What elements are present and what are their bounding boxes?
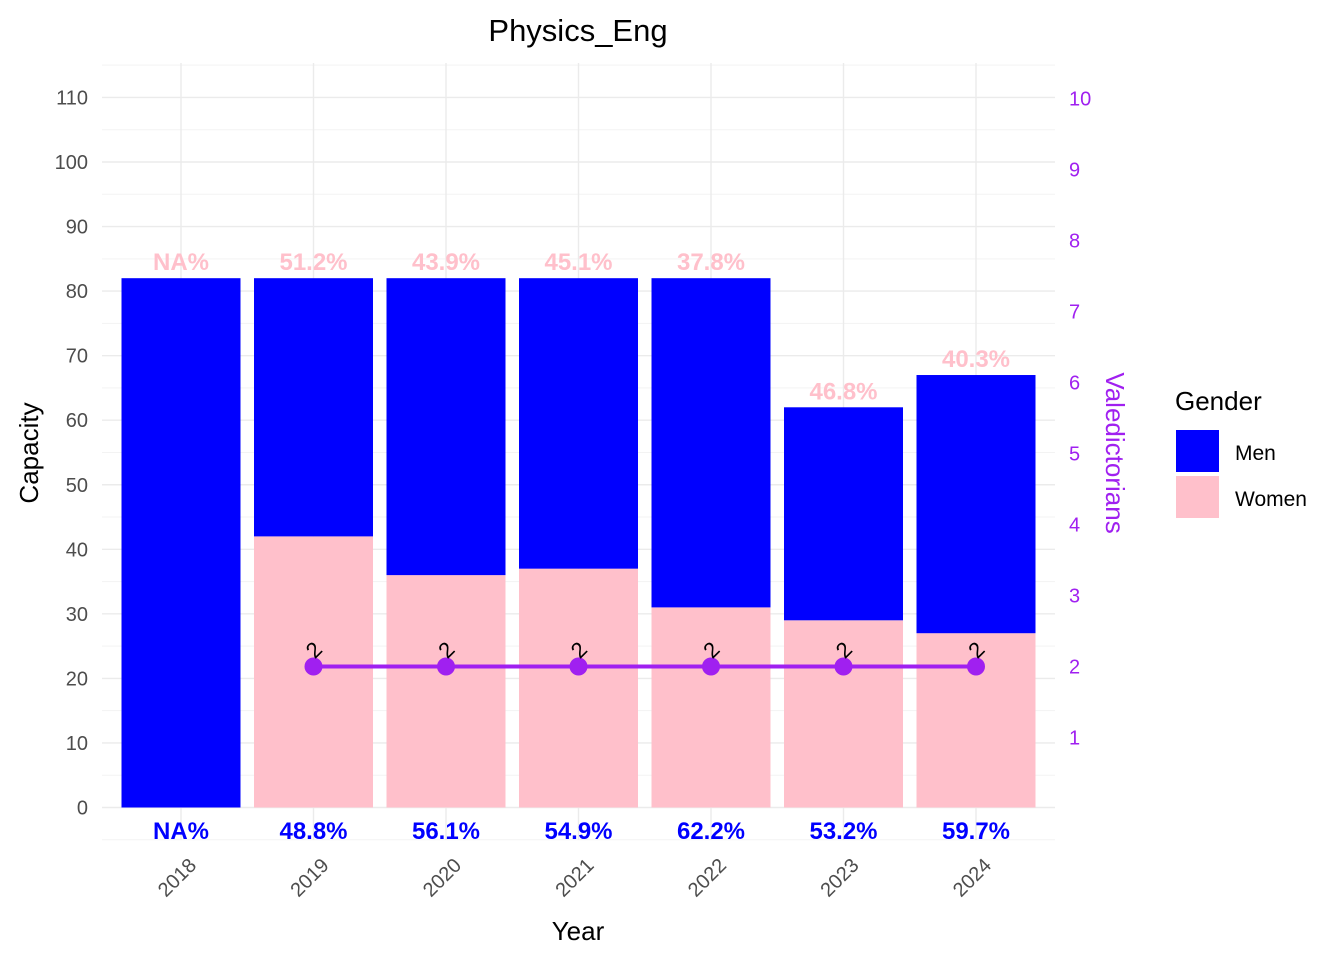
bar-men-2020 (386, 278, 506, 576)
valedictorians-point-2023 (834, 657, 853, 676)
x-tick-label-2019: 2019 (286, 854, 333, 901)
bar-men-2022 (651, 278, 771, 608)
y2-tick-label: 10 (1069, 89, 1091, 111)
bar-men-2019 (254, 278, 373, 537)
bottom-percent-label-2020: 56.1% (412, 818, 480, 845)
y-tick-label: 40 (66, 539, 88, 561)
y-tick-label: 30 (66, 604, 88, 626)
legend: Gender Men Women (1175, 386, 1307, 518)
bottom-percent-label-2023: 53.2% (809, 818, 877, 845)
y-tick-label: 100 (55, 152, 88, 174)
top-percent-label-2024: 40.3% (942, 346, 1010, 373)
bar-women-2021 (519, 568, 638, 808)
bottom-percent-label-2024: 59.7% (942, 818, 1010, 845)
y2-tick-label: 3 (1069, 586, 1080, 608)
top-percent-label-2020: 43.9% (412, 249, 480, 276)
y-tick-label: 10 (66, 733, 88, 755)
legend-swatch-men (1176, 430, 1219, 472)
legend-title: Gender (1175, 386, 1262, 416)
valedictorians-point-2022 (702, 657, 720, 676)
y2-tick-label: 8 (1069, 231, 1080, 253)
y2-tick-label: 6 (1069, 373, 1080, 395)
bar-men-2024 (916, 375, 1036, 634)
bars (121, 278, 1036, 808)
valedictorians-point-2020 (437, 657, 455, 676)
bar-labels: NA% NA% 51.2% 48.8% 43.9% 56.1% 45.1% 54.9% 37.8… (153, 249, 1010, 845)
y2-tick-label: 5 (1069, 444, 1080, 466)
x-tick-label-2021: 2021 (551, 854, 598, 901)
top-percent-label-2023: 46.8% (809, 378, 877, 405)
bar-women-2022 (651, 607, 771, 808)
chart-title: Physics_Eng (488, 13, 667, 48)
valedictorians-point-2021 (569, 657, 588, 676)
y-tick-label: 60 (66, 410, 88, 432)
y-tick-label: 20 (66, 668, 88, 690)
y-tick-label: 80 (66, 281, 88, 303)
bottom-percent-label-2019: 48.8% (279, 818, 347, 845)
x-tick-label-2020: 2020 (419, 854, 466, 901)
y2-axis-title: Valedictorians (1100, 372, 1130, 533)
bottom-percent-label-2022: 62.2% (677, 818, 745, 845)
y-tick-label: 50 (66, 475, 88, 497)
y2-tick-label: 4 (1069, 515, 1080, 537)
y-tick-label: 0 (77, 798, 88, 820)
top-percent-label-2021: 45.1% (544, 249, 612, 276)
x-axis-title: Year (552, 916, 605, 946)
bar-men-2023 (784, 407, 903, 621)
top-percent-label-2022: 37.8% (677, 249, 745, 276)
bottom-percent-label-2021: 54.9% (544, 818, 612, 845)
x-tick-label-2023: 2023 (816, 854, 863, 901)
y2-tick-label: 2 (1069, 657, 1080, 679)
y-tick-label: 110 (56, 87, 88, 109)
x-tick-label-2024: 2024 (949, 854, 996, 901)
top-percent-label-2019: 51.2% (279, 249, 347, 276)
y2-tick-label: 7 (1069, 302, 1080, 324)
y2-tick-label: 9 (1069, 160, 1080, 182)
legend-label-women: Women (1235, 488, 1307, 511)
y-tick-label: 90 (66, 217, 88, 239)
y-axis-title: Capacity (14, 402, 44, 503)
bar-women-2023 (784, 620, 903, 808)
bottom-percent-label-2018: NA% (153, 818, 209, 845)
valedictorians-point-2019 (304, 657, 323, 676)
x-tick-label-2018: 2018 (154, 854, 201, 901)
bar-men-2021 (519, 278, 638, 569)
bar-men-2018 (121, 278, 241, 808)
legend-label-men: Men (1235, 442, 1276, 465)
valedictorians-point-2024 (967, 657, 985, 676)
bar-women-2020 (386, 575, 506, 808)
top-percent-label-2018: NA% (153, 249, 209, 276)
legend-swatch-women (1176, 476, 1219, 518)
x-tick-label-2022: 2022 (684, 854, 731, 901)
y2-tick-label: 1 (1069, 728, 1080, 750)
y-tick-label: 70 (66, 346, 88, 368)
